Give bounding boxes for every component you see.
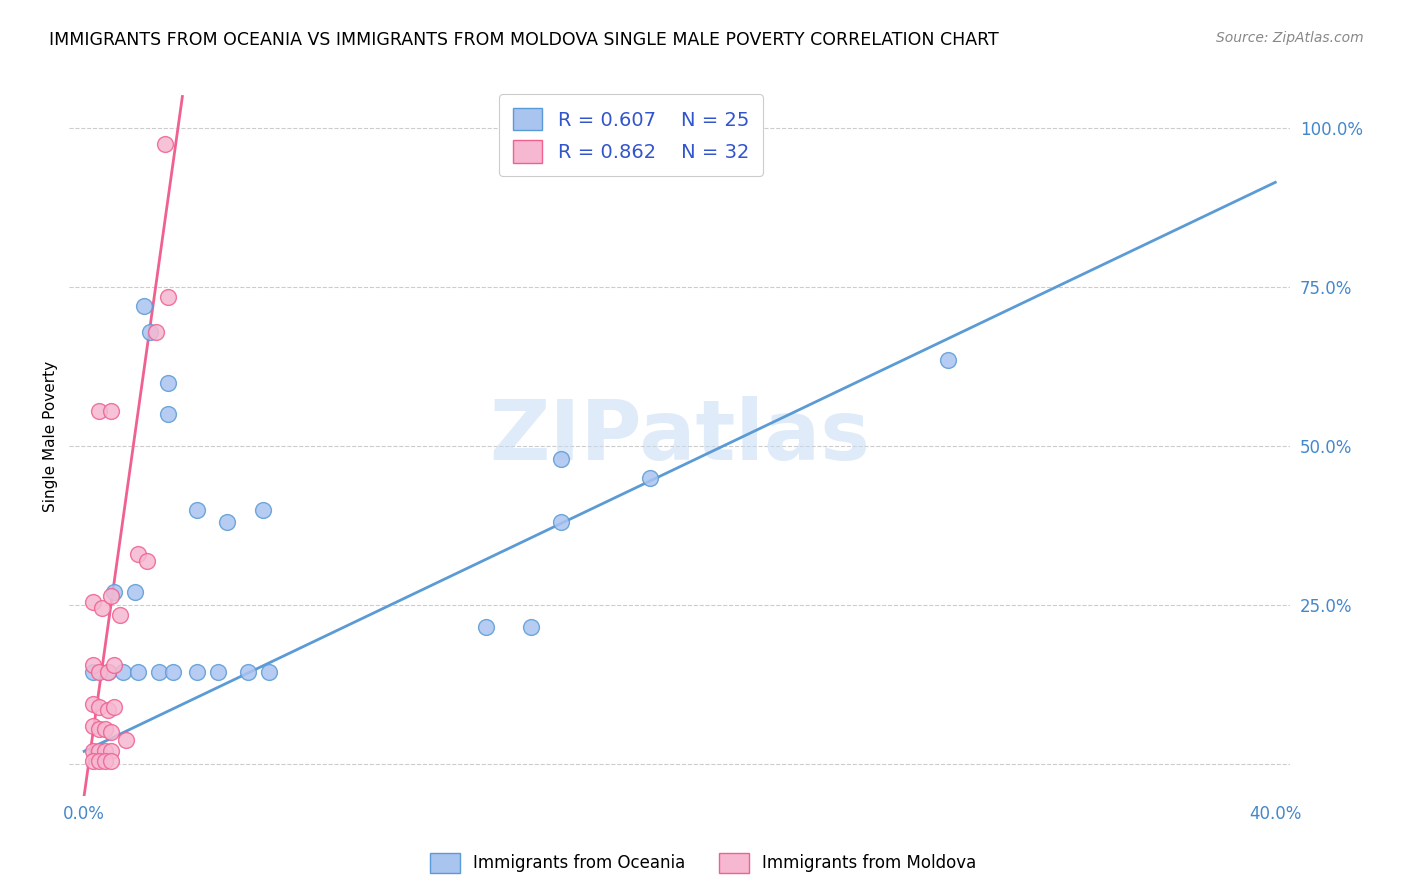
Point xyxy=(87,754,110,768)
Point xyxy=(215,516,238,530)
Point xyxy=(550,451,572,466)
Point xyxy=(82,658,104,673)
Point xyxy=(156,376,179,390)
Point xyxy=(82,697,104,711)
Point xyxy=(127,547,149,561)
Point xyxy=(186,665,208,679)
Point xyxy=(100,754,122,768)
Point xyxy=(87,722,110,736)
Point xyxy=(475,620,498,634)
Text: ZIPatlas: ZIPatlas xyxy=(489,396,870,477)
Point xyxy=(94,744,117,758)
Point xyxy=(82,719,104,733)
Point xyxy=(257,665,280,679)
Point xyxy=(124,585,146,599)
Point xyxy=(100,744,122,758)
Point xyxy=(97,703,120,717)
Legend: R = 0.607    N = 25, R = 0.862    N = 32: R = 0.607 N = 25, R = 0.862 N = 32 xyxy=(499,95,762,177)
Point xyxy=(153,137,176,152)
Point xyxy=(100,404,122,418)
Point xyxy=(148,665,170,679)
Point xyxy=(207,665,229,679)
Point xyxy=(108,607,131,622)
Point xyxy=(936,353,959,368)
Point xyxy=(100,725,122,739)
Point xyxy=(100,589,122,603)
Point xyxy=(103,699,125,714)
Point xyxy=(127,665,149,679)
Point xyxy=(103,658,125,673)
Y-axis label: Single Male Poverty: Single Male Poverty xyxy=(44,361,58,512)
Point xyxy=(94,754,117,768)
Point xyxy=(82,665,104,679)
Point xyxy=(162,665,184,679)
Point xyxy=(82,595,104,609)
Point xyxy=(82,744,104,758)
Point xyxy=(87,699,110,714)
Point xyxy=(97,665,120,679)
Point xyxy=(135,553,157,567)
Point xyxy=(138,325,160,339)
Point xyxy=(103,585,125,599)
Text: IMMIGRANTS FROM OCEANIA VS IMMIGRANTS FROM MOLDOVA SINGLE MALE POVERTY CORRELATI: IMMIGRANTS FROM OCEANIA VS IMMIGRANTS FR… xyxy=(49,31,998,49)
Point xyxy=(114,732,136,747)
Point xyxy=(520,620,543,634)
Point xyxy=(111,665,134,679)
Point xyxy=(87,404,110,418)
Point xyxy=(638,471,661,485)
Point xyxy=(156,290,179,304)
Point xyxy=(252,502,274,516)
Point xyxy=(145,325,167,339)
Point xyxy=(87,665,110,679)
Point xyxy=(132,299,155,313)
Legend: Immigrants from Oceania, Immigrants from Moldova: Immigrants from Oceania, Immigrants from… xyxy=(423,847,983,880)
Text: Source: ZipAtlas.com: Source: ZipAtlas.com xyxy=(1216,31,1364,45)
Point xyxy=(91,601,114,615)
Point xyxy=(236,665,259,679)
Point xyxy=(186,502,208,516)
Point xyxy=(87,744,110,758)
Point xyxy=(550,516,572,530)
Point xyxy=(97,665,120,679)
Point xyxy=(156,408,179,422)
Point xyxy=(82,754,104,768)
Point xyxy=(94,722,117,736)
